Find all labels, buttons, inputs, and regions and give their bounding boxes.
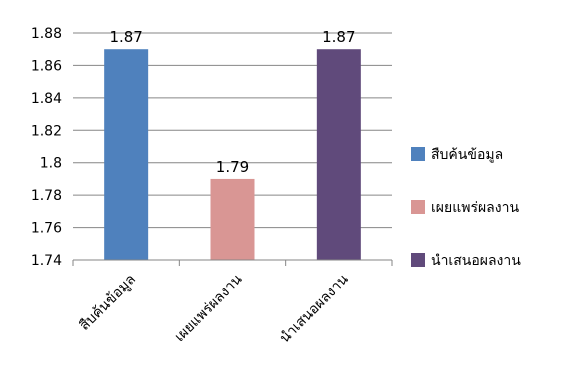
legend-swatch: [411, 147, 425, 161]
x-category-label: สืบค้นข้อมูล: [77, 272, 139, 334]
y-axis-ticks: 1.74 1.76 1.78 1.8 1.82 1.84 1.86 1.88: [31, 26, 62, 269]
bars: [104, 49, 361, 260]
x-category-label: นำเสนอผลงาน: [277, 271, 352, 346]
y-tick-label: 1.82: [31, 123, 62, 139]
category-labels: สืบค้นข้อมูล เผยแพร่ผลงาน นำเสนอผลงาน: [77, 271, 352, 346]
legend-label: เผยแพร่ผลงาน: [431, 200, 519, 216]
y-tick-label: 1.8: [40, 156, 62, 172]
bar-value-label: 1.87: [109, 28, 142, 46]
x-category-label: เผยแพร่ผลงาน: [172, 271, 246, 345]
bar: [316, 49, 361, 260]
bar-value-label: 1.79: [216, 158, 249, 176]
bar-value-label: 1.87: [322, 28, 355, 46]
legend-swatch: [411, 253, 425, 267]
legend-label: สืบค้นข้อมูล: [431, 147, 503, 163]
legend-swatch: [411, 200, 425, 214]
y-tick-label: 1.74: [31, 253, 62, 269]
y-tick-label: 1.84: [31, 91, 62, 107]
bar: [104, 49, 149, 260]
y-tick-label: 1.86: [31, 58, 62, 74]
bar: [210, 178, 255, 260]
data-labels: 1.87 1.79 1.87: [109, 28, 355, 176]
y-tick-label: 1.78: [31, 188, 62, 204]
y-tick-label: 1.76: [31, 221, 62, 237]
x-axis: [72, 259, 393, 266]
y-tick-label: 1.88: [31, 26, 62, 42]
legend-label: นำเสนอผลงาน: [431, 253, 521, 269]
